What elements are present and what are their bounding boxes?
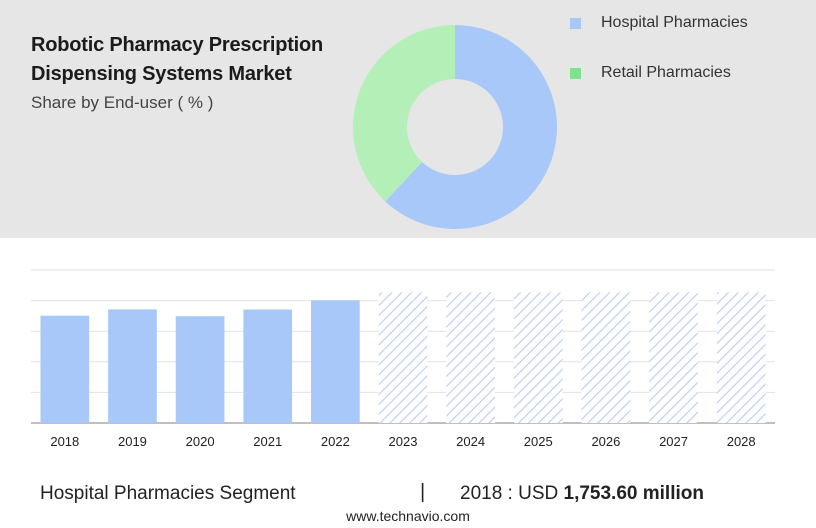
x-tick-label-2021: 2021 [253, 434, 282, 449]
legend-item-retail-pharmacies: Retail Pharmacies [570, 64, 731, 82]
legend-label-retail: Retail Pharmacies [601, 64, 731, 81]
bar-chart: 2018 2019 2020 2021 2022 2023 2024 2025 2026 2027… [31, 269, 775, 449]
x-tick-label-2022: 2022 [321, 434, 350, 449]
donut-slice-retail-pharmacies [353, 25, 455, 202]
x-tick-label-2019: 2019 [118, 434, 147, 449]
x-tick-label-2020: 2020 [186, 434, 215, 449]
legend-swatch-retail [570, 67, 581, 79]
donut-slice-hospital-pharmacies [385, 25, 557, 229]
title-line-2: Dispensing Systems Market [31, 63, 292, 85]
legend-swatch-hospital [570, 17, 581, 29]
x-tick-label-2027: 2027 [659, 434, 688, 449]
x-tick-label-2023: 2023 [389, 434, 418, 449]
forecast-bar-2025 [513, 292, 563, 423]
footer-value-amount: 1,753.60 million [563, 483, 704, 504]
bar-2019 [108, 309, 157, 423]
bar-2020 [175, 316, 225, 423]
summary-panel: Robotic Pharmacy Prescription Dispensing… [0, 0, 816, 238]
footer-segment-label: Hospital Pharmacies Segment [40, 483, 296, 504]
footer-value-prefix: 2018 : USD [460, 483, 564, 504]
x-tick-label-2028: 2028 [727, 434, 756, 449]
x-tick-label-2018: 2018 [50, 434, 79, 449]
watermark-url: www.technavio.com [346, 508, 470, 524]
forecast-bar-2023 [378, 292, 428, 423]
x-tick-label-2024: 2024 [456, 434, 485, 449]
bar-2018 [40, 315, 90, 423]
title-line-1: Robotic Pharmacy Prescription [31, 34, 324, 56]
forecast-bar-2028 [716, 292, 766, 423]
x-tick-label-2025: 2025 [524, 434, 553, 449]
bar-2021 [243, 309, 293, 423]
bar-2022 [311, 300, 360, 423]
chart-subtitle: Share by End-user ( % ) [31, 93, 214, 112]
legend-item-hospital-pharmacies: Hospital Pharmacies [570, 14, 748, 32]
forecast-bar-2027 [649, 292, 698, 423]
x-tick-label-2026: 2026 [591, 434, 620, 449]
chart-title: Robotic Pharmacy Prescription Dispensing… [31, 31, 323, 89]
footer-value: 2018 : USD 1,753.60 million [460, 483, 704, 505]
legend-label-hospital: Hospital Pharmacies [601, 14, 748, 31]
forecast-bar-2026 [581, 292, 631, 423]
footer: Hospital Pharmacies Segment | 2018 : USD… [0, 480, 816, 506]
donut-chart [353, 25, 557, 229]
footer-divider: | [420, 481, 426, 503]
forecast-bar-2024 [446, 292, 495, 423]
